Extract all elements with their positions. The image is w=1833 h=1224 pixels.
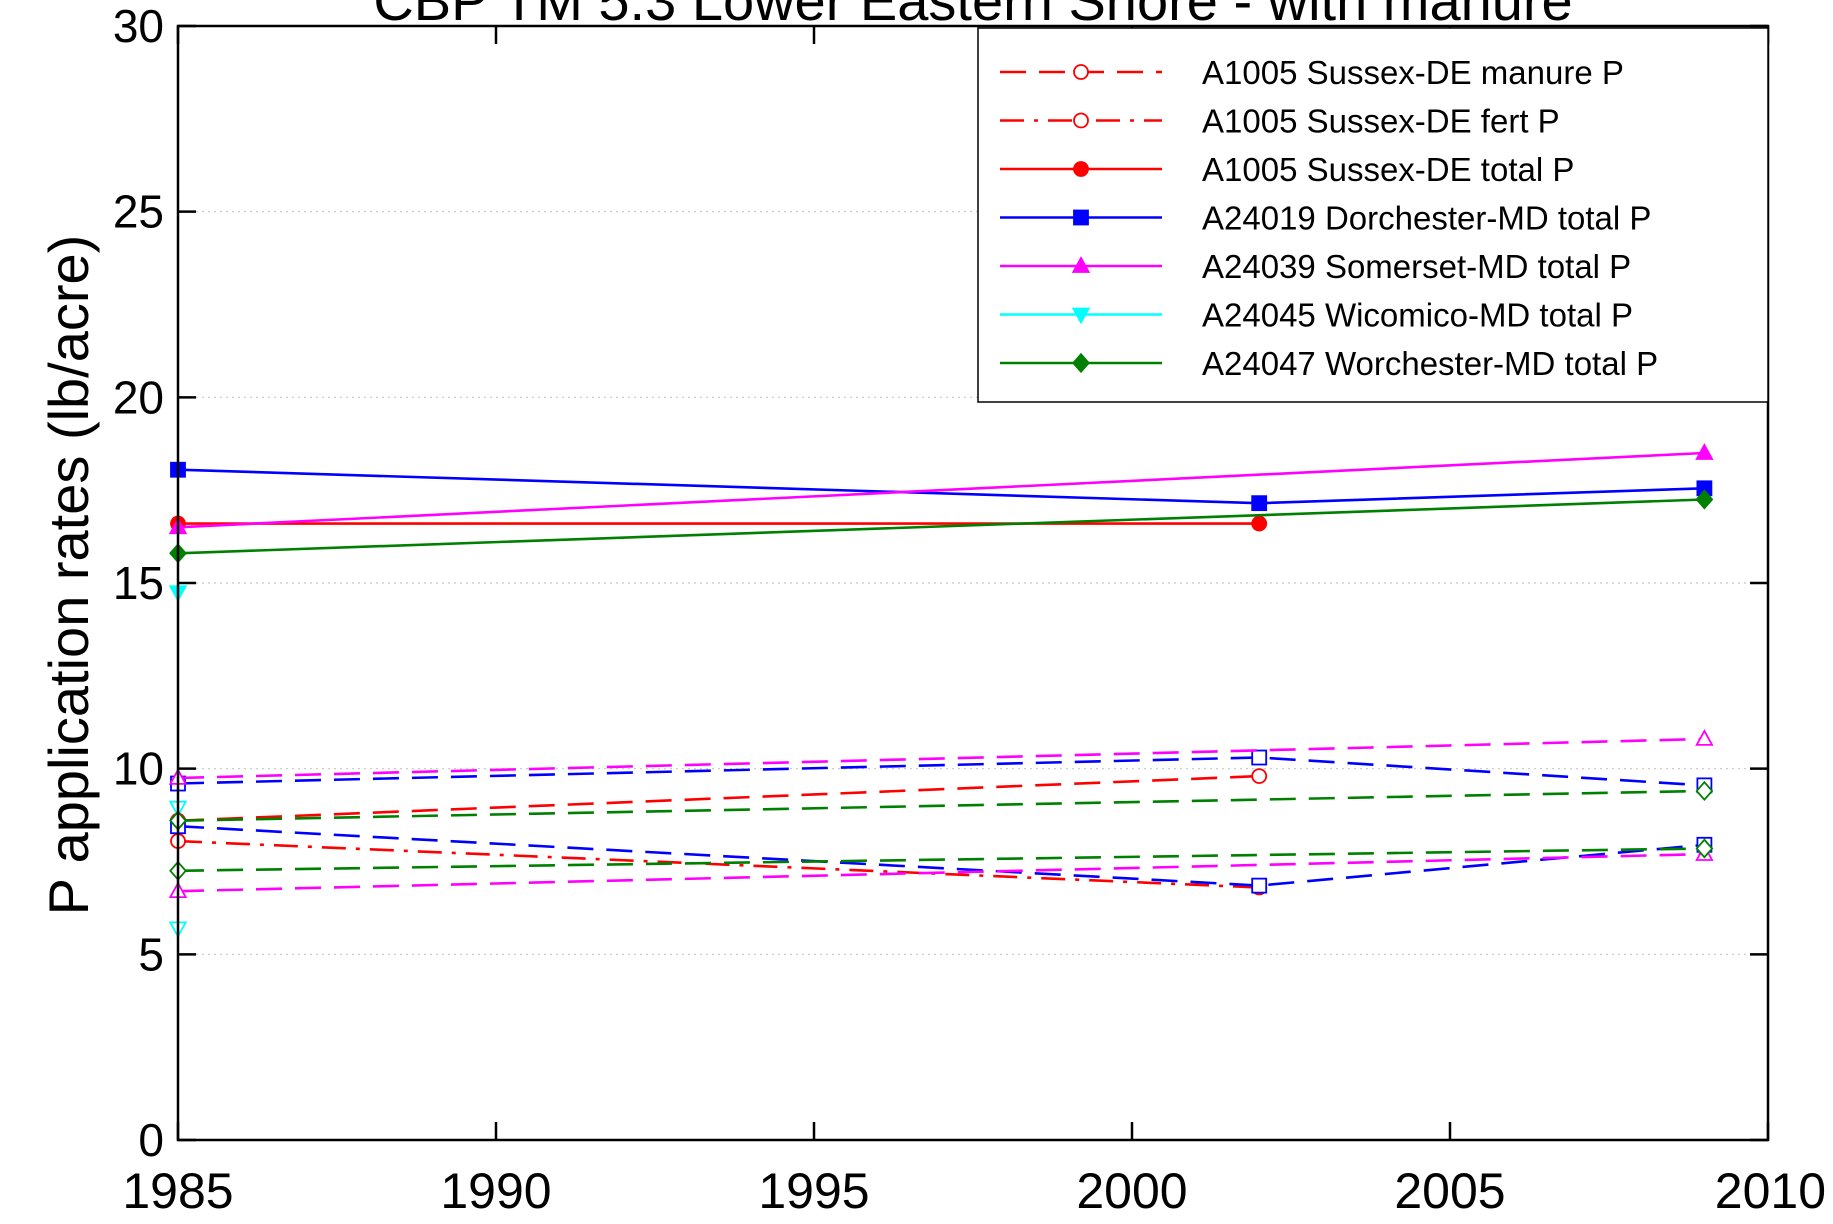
legend-label: A24039 Somerset-MD total P [1202,248,1631,285]
data-point-marker [1695,838,1714,859]
series-2 [170,515,1268,532]
series-line [177,737,1705,780]
data-point-marker [1073,112,1089,129]
series-line [177,756,1705,787]
y-tick-label: 30 [113,0,164,52]
series-1 [170,833,1268,896]
y-tick-label: 0 [138,1114,164,1166]
legend-label: A24019 Dorchester-MD total P [1202,200,1651,237]
legend-entry: A1005 Sussex-DE total P [1000,151,1574,188]
series-line [177,852,1705,893]
legend-box [977,27,1769,403]
y-tick-label: 10 [113,743,164,795]
legend-entry: A24045 Wicomico-MD total P [1000,297,1633,334]
data-point-marker [1073,161,1089,177]
series-line [177,468,1705,505]
legend-entry: A24047 Worchester-MD total P [1000,345,1658,382]
y-tick-label: 25 [113,186,164,238]
data-point-marker [1251,495,1268,512]
legend-entry: A1005 Sussex-DE manure P [1000,54,1624,91]
data-point-marker [1695,443,1714,460]
legend-label: A24045 Wicomico-MD total P [1202,297,1633,334]
y-tick-label: 20 [113,371,164,423]
x-tick-label: 1985 [122,1163,233,1219]
x-tick-label: 1995 [758,1163,869,1219]
data-point-marker [1072,352,1090,374]
data-point-marker [1695,729,1714,746]
series-10 [168,844,1714,899]
series-line [177,774,1260,822]
series-3 [170,461,1713,512]
data-point-marker [1695,780,1714,802]
series-line [177,839,1260,889]
gridlines [178,211,1768,955]
y-axis-title: P application rates (lb/acre) [37,235,100,916]
series-line [177,498,1705,555]
legend-label: A1005 Sussex-DE manure P [1202,54,1624,91]
data-point-marker [1071,307,1091,325]
x-tick-label: 2000 [1076,1163,1187,1219]
data-point-marker [1695,489,1714,510]
series-line [177,789,1705,822]
legend-label: A1005 Sussex-DE total P [1202,151,1574,188]
x-tick-label: 2005 [1394,1163,1505,1219]
axis-ticks: 0 5 10 15 20 25 30 1985 1990 1995 2000 2005 2010 [113,0,1826,1219]
legend-items: A1005 Sussex-DE manure P A1005 Sussex-DE … [1000,54,1658,382]
data-point-marker [1251,768,1268,784]
legend-label: A1005 Sussex-DE fert P [1202,103,1560,140]
series-line [177,847,1705,873]
series-line [177,824,1705,887]
data-point-marker [1073,64,1089,80]
series-6 [169,489,1714,564]
legend-entry: A24039 Somerset-MD total P [1000,248,1631,285]
data-point-marker [1073,209,1089,226]
legend-entry: A24019 Dorchester-MD total P [1000,200,1651,237]
series-layer [168,443,1714,939]
series-8 [170,818,1713,894]
x-tick-label: 2010 [1715,1163,1826,1219]
series-line [177,451,1705,529]
legend-entry: A1005 Sussex-DE fert P [1000,103,1560,140]
data-point-marker [1251,749,1268,766]
series-9 [168,729,1714,785]
x-tick-label: 1990 [440,1163,551,1219]
y-tick-label: 15 [113,557,164,609]
data-point-marker [1251,877,1268,894]
legend: A1005 Sussex-DE manure P A1005 Sussex-DE … [977,27,1769,403]
series-4 [168,443,1714,535]
data-point-marker [1071,256,1091,273]
legend-label: A24047 Worchester-MD total P [1202,345,1658,382]
y-tick-label: 5 [138,928,164,980]
data-point-marker [1251,515,1268,532]
series-7 [170,749,1713,794]
